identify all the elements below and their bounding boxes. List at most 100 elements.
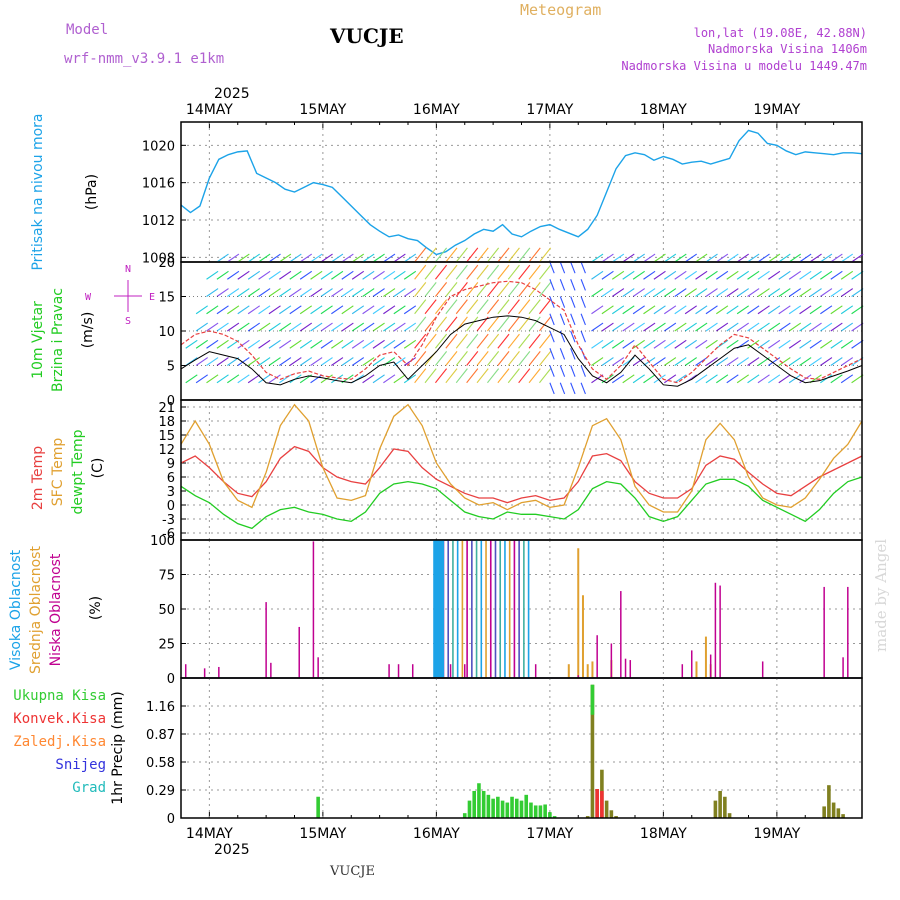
wind-barb xyxy=(840,374,854,384)
wind-barb xyxy=(518,351,531,366)
cloud-bar-high xyxy=(434,540,440,678)
wind-barb xyxy=(611,253,625,263)
precip-bar-mixed xyxy=(841,814,845,818)
wind-barb xyxy=(206,374,219,384)
temp-2m-label: 2m Temp xyxy=(30,446,46,510)
wind-barb xyxy=(362,374,375,384)
wind-barb xyxy=(237,339,250,349)
high-cloud-label: Visoka Oblacnost xyxy=(8,549,24,670)
top-date-labels: 14MAY 15MAY 16MAY 17MAY 18MAY 19MAY xyxy=(180,102,863,128)
temp-sfc-label: SFC Temp xyxy=(50,438,66,507)
wind-barb xyxy=(559,313,566,326)
wind-barb xyxy=(331,357,344,366)
wind-barb xyxy=(549,382,555,395)
wind-barb xyxy=(279,270,292,280)
compass-e: E xyxy=(149,292,155,303)
wind-barb xyxy=(487,282,500,297)
wind-barb xyxy=(643,322,656,332)
wind-barb xyxy=(247,322,261,332)
wind-barb xyxy=(258,374,271,384)
wind-barb xyxy=(580,279,586,291)
wind-barb xyxy=(424,264,437,280)
wind-barb xyxy=(768,305,781,315)
wind-barb xyxy=(788,322,802,332)
precip-bar-total xyxy=(529,802,533,818)
dewpoint-line xyxy=(180,476,863,530)
wind-barb xyxy=(320,288,333,297)
wind-barb xyxy=(820,288,833,297)
wind-barb xyxy=(403,288,417,297)
y-tick-label: 9 xyxy=(167,457,175,472)
wind-barb xyxy=(851,253,864,263)
wind-barb xyxy=(778,322,791,332)
wind-barb xyxy=(684,357,697,366)
wind-barb xyxy=(684,253,697,263)
wind-barb xyxy=(528,316,541,332)
wind-barb xyxy=(195,374,208,384)
wind-barb xyxy=(559,261,566,274)
wind-barb xyxy=(539,299,552,315)
wind-barb xyxy=(268,357,281,366)
wind-barb xyxy=(570,261,576,274)
wind-barb xyxy=(227,253,240,263)
wind-barb xyxy=(414,264,427,280)
wind-barb xyxy=(747,270,760,280)
top-date-label: 19MAY xyxy=(753,102,800,118)
precip-bar-total xyxy=(590,684,595,715)
wind-barb xyxy=(549,330,555,343)
wind-barb xyxy=(799,288,812,297)
wind-barb xyxy=(403,270,417,280)
wind-barb xyxy=(705,253,718,263)
wind-barb xyxy=(788,357,802,366)
wind-barb xyxy=(664,288,677,297)
panel-frame xyxy=(180,121,863,263)
wind-barb xyxy=(674,305,687,315)
precip-legend-item: Grad xyxy=(72,780,106,796)
wind-barb xyxy=(216,374,229,384)
wind-barb xyxy=(289,288,302,297)
wind-barb xyxy=(393,339,406,349)
wind-barb xyxy=(237,253,250,263)
wind-barb xyxy=(518,333,531,349)
wind-barb xyxy=(476,368,489,384)
wind-barb xyxy=(320,305,333,315)
wind-barb xyxy=(372,322,385,332)
wind-barb xyxy=(591,253,604,263)
wind-barb xyxy=(216,339,229,349)
wind-barb xyxy=(820,357,833,366)
wind-barb xyxy=(383,253,396,263)
wind-barb xyxy=(507,299,520,315)
wind-barb xyxy=(476,299,489,315)
wind-barb xyxy=(403,253,417,263)
wind-barb xyxy=(434,316,448,332)
precip-bar-total xyxy=(538,805,543,818)
wind-barb xyxy=(279,357,292,366)
wind-barb xyxy=(674,322,687,332)
pressure-line xyxy=(180,129,863,256)
y-tick-label: 3 xyxy=(167,485,175,500)
wind-barb xyxy=(820,339,833,349)
wind-barb xyxy=(528,368,541,384)
wind-barb xyxy=(799,322,812,332)
wind-barb xyxy=(591,322,604,332)
precip-bar-total xyxy=(533,805,538,818)
wind-barb xyxy=(559,365,566,377)
y-tick-label: 1008 xyxy=(142,251,175,266)
wind-barb xyxy=(279,339,292,349)
wind-barb xyxy=(362,339,375,349)
bottom-date-labels: 14MAY 15MAY 16MAY 17MAY 18MAY 19MAY xyxy=(180,812,863,842)
wind-barb xyxy=(185,374,198,384)
wind-barb xyxy=(195,305,208,315)
wind-barb xyxy=(497,282,510,297)
bottom-date-label: 19MAY xyxy=(753,826,800,842)
wind-barb xyxy=(580,313,586,326)
wind-barb xyxy=(507,368,520,384)
wind-barb xyxy=(840,357,854,366)
wind-barb xyxy=(185,339,198,349)
wind-barb xyxy=(299,270,313,280)
wind-barb xyxy=(216,305,229,315)
wind-barb xyxy=(227,374,240,384)
wind-barb xyxy=(768,322,781,332)
wind-title: 10m Vjetar xyxy=(30,301,46,379)
